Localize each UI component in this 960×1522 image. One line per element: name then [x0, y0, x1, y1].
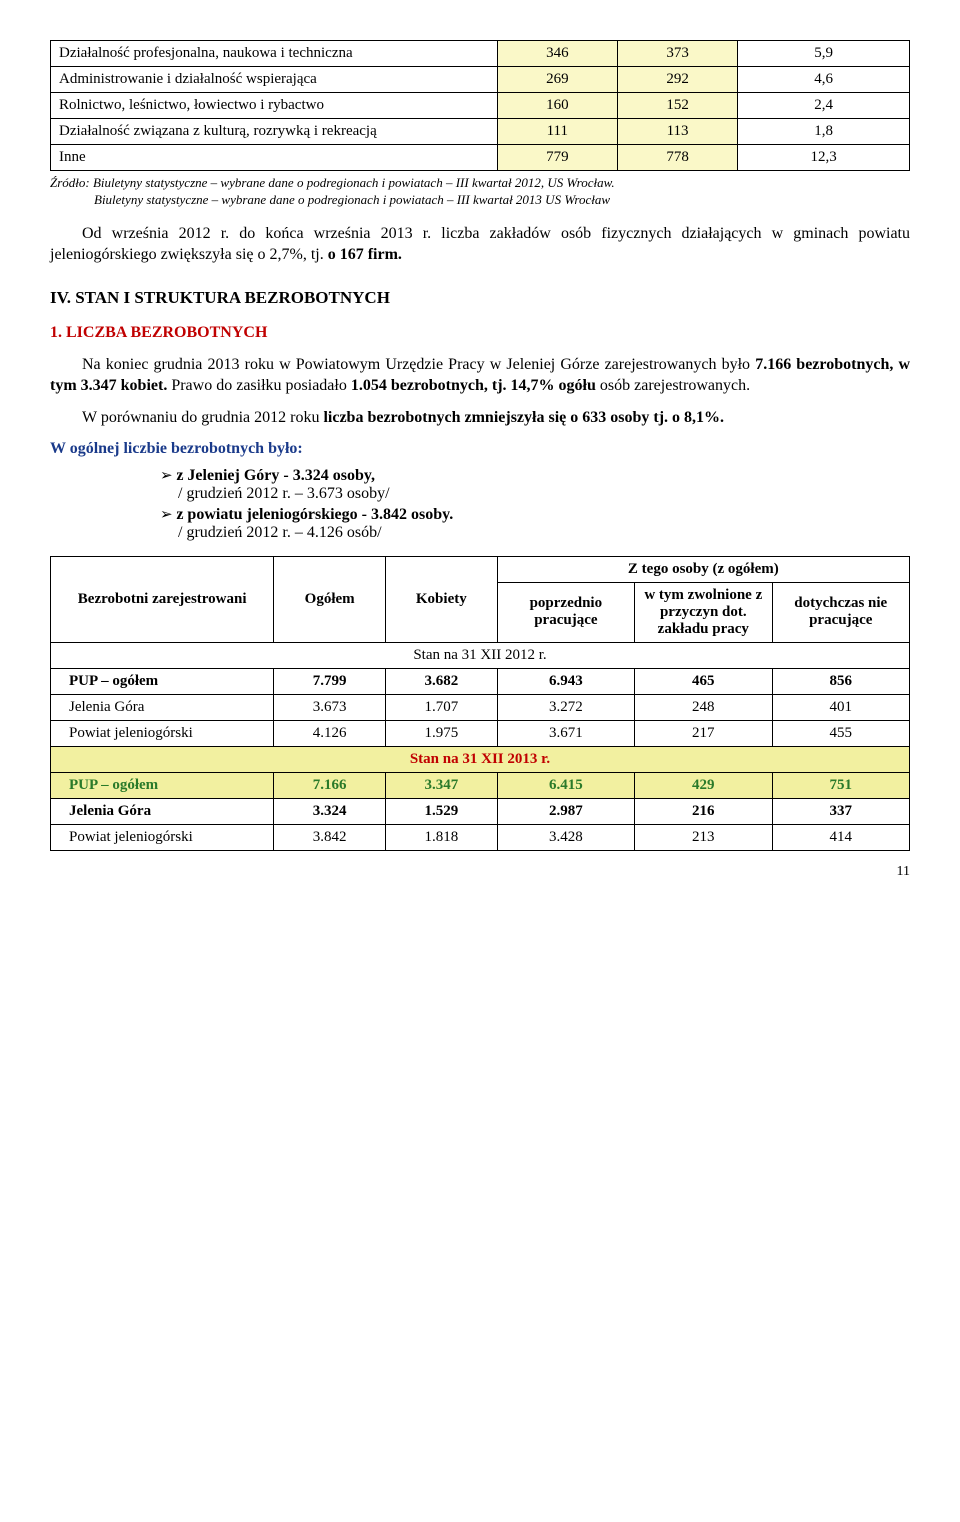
row-label: Jelenia Góra	[51, 694, 274, 720]
table-cell: 856	[772, 668, 909, 694]
th-ztego: Z tego osoby (z ogółem)	[497, 556, 909, 582]
th-poprzednio: poprzednio pracujące	[497, 582, 634, 642]
table-cell: 429	[635, 772, 772, 798]
table-cell: 269	[497, 67, 617, 93]
heading-1-liczba: 1. LICZBA BEZROBOTNYCH	[50, 322, 910, 344]
row-label: Powiat jeleniogórski	[51, 824, 274, 850]
table-cell: 4.126	[274, 720, 386, 746]
th-dotychczas: dotychczas nie pracujące	[772, 582, 909, 642]
table-cell: 3.673	[274, 694, 386, 720]
table-cell: 1.818	[385, 824, 497, 850]
table-cell: 1,8	[738, 119, 910, 145]
bullet-item: z Jeleniej Góry - 3.324 osoby,/ grudzień…	[160, 466, 910, 503]
th-ogolem: Ogółem	[274, 556, 386, 642]
row-label: Powiat jeleniogórski	[51, 720, 274, 746]
table-cell: 2,4	[738, 93, 910, 119]
table-cell: 1.529	[385, 798, 497, 824]
table-cell: 1.975	[385, 720, 497, 746]
table-cell: 414	[772, 824, 909, 850]
table-cell: 5,9	[738, 41, 910, 67]
table-cell: 6.415	[497, 772, 634, 798]
table-cell: Inne	[51, 145, 498, 171]
table-cell: 465	[635, 668, 772, 694]
table-cell: 751	[772, 772, 909, 798]
table-cell: Działalność profesjonalna, naukowa i tec…	[51, 41, 498, 67]
table-cell: 346	[497, 41, 617, 67]
th-kobiety: Kobiety	[385, 556, 497, 642]
table-cell: Działalność związana z kulturą, rozrywką…	[51, 119, 498, 145]
source-line-2: Biuletyny statystyczne – wybrane dane o …	[50, 192, 610, 207]
heading-iv: IV. STAN I STRUKTURA BEZROBOTNYCH	[50, 288, 910, 308]
table-cell: 7.799	[274, 668, 386, 694]
table-cell: 3.671	[497, 720, 634, 746]
table-cell: 401	[772, 694, 909, 720]
table-cell: 292	[617, 67, 737, 93]
paragraph-4: W ogólnej liczbie bezrobotnych było:	[50, 438, 910, 460]
table-cell: 160	[497, 93, 617, 119]
table-cell: 455	[772, 720, 909, 746]
table-cell: 4,6	[738, 67, 910, 93]
row-label: Jelenia Góra	[51, 798, 274, 824]
table-cell: 337	[772, 798, 909, 824]
table-cell: 217	[635, 720, 772, 746]
th-wtym: w tym zwolnione z przyczyn dot. zakładu …	[635, 582, 772, 642]
source-line-1: Źródło: Biuletyny statystyczne – wybrane…	[50, 175, 615, 190]
table-cell: 6.943	[497, 668, 634, 694]
table-cell: 216	[635, 798, 772, 824]
table-cell: 113	[617, 119, 737, 145]
bullet-item: z powiatu jeleniogórskiego - 3.842 osoby…	[160, 505, 910, 542]
source-note: Źródło: Biuletyny statystyczne – wybrane…	[50, 175, 910, 209]
table-cell: 3.428	[497, 824, 634, 850]
table-cell: 152	[617, 93, 737, 119]
table-cell: 2.987	[497, 798, 634, 824]
table-cell: 3.272	[497, 694, 634, 720]
table-cell: 373	[617, 41, 737, 67]
table-cell: 3.347	[385, 772, 497, 798]
table-cell: 7.166	[274, 772, 386, 798]
paragraph-3: W porównaniu do grudnia 2012 roku liczba…	[50, 407, 910, 429]
table-cell: 111	[497, 119, 617, 145]
paragraph-1: Od września 2012 r. do końca września 20…	[50, 223, 910, 266]
table-cell: 3.324	[274, 798, 386, 824]
table-cell: 778	[617, 145, 737, 171]
table-cell: 248	[635, 694, 772, 720]
row-label: PUP – ogółem	[51, 668, 274, 694]
page-number: 11	[50, 863, 910, 882]
table-cell: 12,3	[738, 145, 910, 171]
table-unemployed: Bezrobotni zarejestrowani Ogółem Kobiety…	[50, 556, 910, 851]
paragraph-2: Na koniec grudnia 2013 roku w Powiatowym…	[50, 354, 910, 397]
th-bezrobotni: Bezrobotni zarejestrowani	[51, 556, 274, 642]
table-activity: Działalność profesjonalna, naukowa i tec…	[50, 40, 910, 171]
bullet-list: z Jeleniej Góry - 3.324 osoby,/ grudzień…	[50, 466, 910, 542]
table-cell: 1.707	[385, 694, 497, 720]
section-header: Stan na 31 XII 2012 r.	[51, 642, 910, 668]
table-cell: Administrowanie i działalność wspierając…	[51, 67, 498, 93]
table-cell: 3.682	[385, 668, 497, 694]
table-cell: 779	[497, 145, 617, 171]
table-cell: Rolnictwo, leśnictwo, łowiectwo i rybact…	[51, 93, 498, 119]
table-cell: 213	[635, 824, 772, 850]
table-cell: 3.842	[274, 824, 386, 850]
row-label: PUP – ogółem	[51, 772, 274, 798]
section-header: Stan na 31 XII 2013 r.	[51, 746, 910, 772]
